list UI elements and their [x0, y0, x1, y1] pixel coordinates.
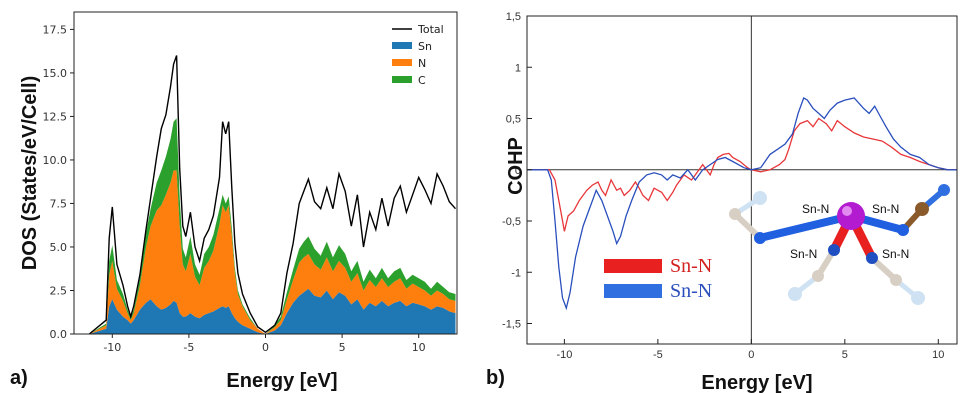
cohp-frame [526, 15, 958, 345]
cohp-legend: Sn-N Sn-N [604, 255, 712, 302]
x-tick-label: -10 [556, 349, 572, 361]
x-tick-label: -5 [653, 349, 663, 361]
line-total [88, 55, 457, 335]
area-sn [89, 288, 456, 334]
y-tick-label: -1 [511, 267, 521, 279]
x-tick-label: 10 [412, 341, 426, 354]
legend-sn: Sn [418, 40, 432, 53]
x-tick-label: 10 [932, 349, 944, 361]
x-tick-label: 5 [339, 341, 346, 354]
x-tick-label: -5 [183, 341, 194, 354]
y-tick-label: 1,5 [506, 11, 521, 23]
dos-chart: -10 -5 0 5 10 0.0 2.5 5.0 7.5 10.0 12.5 15.0 17.5 DO… [10, 11, 458, 392]
line-sn-n-red [527, 117, 957, 232]
legend-blue-label: Sn-N [670, 280, 712, 302]
y-tick-label: 0.0 [50, 328, 68, 341]
cohp-plot-area [527, 16, 957, 344]
line-sn-n-blue [527, 97, 957, 311]
x-tick-label: 5 [842, 349, 848, 361]
dos-ylabel: DOS (States/eV/Cell) [19, 76, 41, 271]
cohp-ylabel: COHP [505, 137, 527, 195]
legend-red-swatch [604, 259, 662, 273]
legend-n: N [418, 57, 426, 70]
legend-sn-swatch [392, 42, 412, 49]
y-tick-label: 17.5 [43, 23, 68, 36]
molecule-label: Sn-N [790, 247, 817, 261]
y-tick-label: -0,5 [502, 216, 521, 228]
panel-label-b: b) [486, 367, 505, 389]
dos-legend: Total Sn N C [392, 23, 444, 87]
y-tick-label: 12.5 [43, 110, 68, 123]
x-tick-label: 0 [262, 341, 269, 354]
cohp-chart: -10 -5 0 5 10 -1,5 -1 -0,5 0 0,5 1 1,5 COHP Energy … [486, 11, 958, 393]
dos-plot-area [88, 55, 457, 335]
y-tick-label: 2.5 [50, 284, 68, 297]
molecule-label: Sn-N [872, 202, 899, 216]
legend-c: C [418, 74, 426, 87]
molecule-label: Sn-N [882, 247, 909, 261]
legend-c-swatch [392, 76, 412, 83]
tin-atom [837, 202, 865, 230]
x-tick-label: 0 [748, 349, 754, 361]
nitrogen-atom [754, 232, 766, 244]
y-tick-label: 15.0 [43, 67, 68, 80]
dos-xlabel: Energy [eV] [226, 370, 337, 392]
molecule-illustration: Sn-N Sn-N Sn-N Sn-N [729, 184, 950, 305]
y-tick-label: 1 [515, 62, 521, 74]
cohp-ticks: -10 -5 0 5 10 -1,5 -1 -0,5 0 0,5 1 1,5 [502, 11, 944, 361]
panel-label-a: a) [10, 367, 28, 389]
legend-n-swatch [392, 59, 412, 66]
area-n [89, 170, 456, 334]
carbon-atom [915, 202, 929, 216]
y-tick-label: 10.0 [43, 154, 68, 167]
x-tick-label: -10 [103, 341, 121, 354]
y-tick-label: 5.0 [50, 241, 68, 254]
y-tick-label: 0,5 [506, 114, 521, 126]
y-tick-label: 7.5 [50, 197, 68, 210]
legend-total: Total [417, 23, 444, 36]
y-tick-label: 0 [515, 165, 521, 177]
molecule-label: Sn-N [802, 202, 829, 216]
legend-red-label: Sn-N [670, 255, 712, 277]
y-tick-label: -1,5 [502, 319, 521, 331]
dos-ticks: -10 -5 0 5 10 0.0 2.5 5.0 7.5 10.0 12.5 15.0 17.5 [43, 23, 426, 354]
legend-blue-swatch [604, 284, 662, 298]
cohp-xlabel: Energy [eV] [701, 372, 812, 393]
